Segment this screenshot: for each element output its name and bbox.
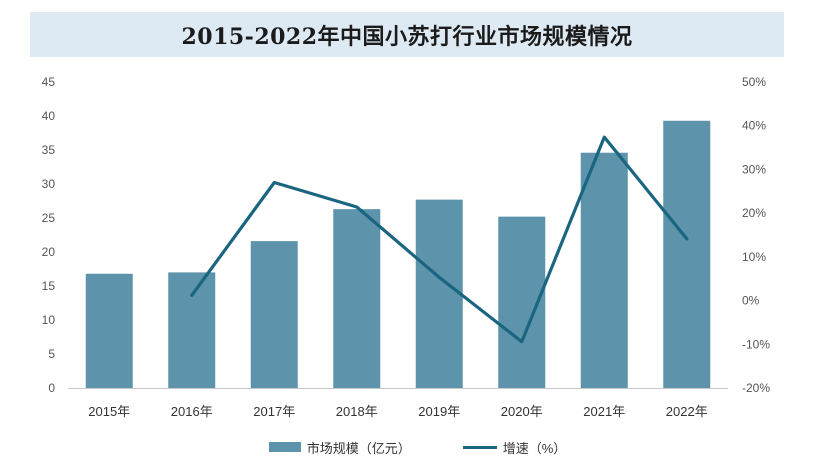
y-left-tick-label: 20: [42, 245, 56, 259]
chart-title: 2015-2022年中国小苏打行业市场规模情况: [181, 23, 633, 50]
y-right-tick-label: -10%: [742, 337, 770, 351]
y-left-tick-label: 30: [42, 177, 56, 191]
legend-line-label: 增速（%）: [502, 440, 567, 456]
y-left-tick-label: 10: [42, 313, 56, 327]
x-tick-label: 2021年: [583, 404, 625, 419]
y-right-tick-label: 30%: [742, 162, 766, 176]
bar: [168, 272, 216, 388]
legend-bar-label: 市场规模（亿元）: [306, 440, 411, 456]
bar: [663, 120, 711, 388]
x-tick-label: 2022年: [666, 404, 708, 419]
legend-item-bar: 市场规模（亿元）: [268, 438, 411, 457]
legend-bar-swatch: [268, 442, 301, 452]
chart-area: 0 5 10 15 20 25 30 35 40 45 -20% -10% 0% 10% 20% 30% 40%…: [42, 75, 771, 419]
y-left-tick-label: 0: [48, 381, 55, 395]
bar: [250, 241, 298, 388]
x-tick-label: 2015年: [88, 404, 130, 419]
y-left-tick-label: 15: [42, 279, 56, 293]
legend: 市场规模（亿元） 增速（%）: [0, 437, 835, 457]
y-left-tick-label: 35: [42, 143, 56, 157]
chart-title-bar: 2015-2022年中国小苏打行业市场规模情况: [30, 12, 784, 57]
y-left-tick-label: 40: [42, 109, 56, 123]
x-tick-label: 2016年: [171, 404, 213, 419]
x-tick-label: 2018年: [336, 404, 378, 419]
growth-line: [190, 135, 689, 344]
y-left-tick-label: 25: [42, 211, 56, 225]
y-right-tick-label: 10%: [742, 250, 766, 264]
y-right-tick-label: 50%: [742, 75, 766, 89]
legend-item-line: 增速（%）: [462, 438, 567, 457]
bar: [333, 209, 381, 388]
y-right-tick-label: -20%: [742, 381, 770, 395]
legend-line-swatch: [462, 445, 497, 449]
bar: [85, 273, 133, 388]
bar: [415, 199, 463, 388]
x-tick-label: 2017年: [253, 404, 295, 419]
bar: [580, 152, 628, 388]
y-right-tick-label: 40%: [742, 119, 766, 133]
y-right-tick-label: 0%: [742, 294, 760, 308]
x-tick-label: 2020年: [501, 404, 543, 419]
y-left-tick-label: 5: [48, 347, 55, 361]
y-right-tick-label: 20%: [742, 206, 766, 220]
x-tick-label: 2019年: [418, 404, 460, 419]
y-left-tick-label: 45: [42, 75, 56, 89]
